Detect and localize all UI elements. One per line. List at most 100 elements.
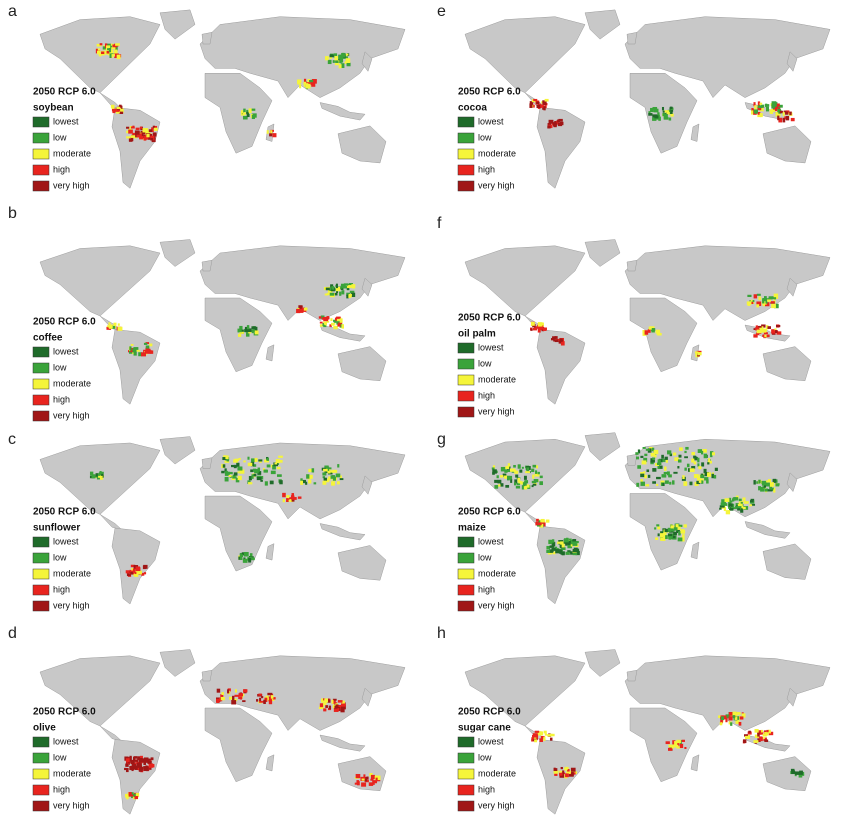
hotspot xyxy=(232,698,238,702)
hotspot xyxy=(551,547,556,551)
hotspot xyxy=(547,734,552,737)
hotspot xyxy=(340,54,345,58)
hotspot xyxy=(335,473,341,478)
hotspot xyxy=(761,328,767,333)
legend-swatch xyxy=(457,406,475,418)
hotspot xyxy=(370,774,375,780)
legend-swatch xyxy=(32,584,50,596)
hotspot xyxy=(674,741,678,746)
hotspot xyxy=(228,474,232,477)
hotspot xyxy=(785,111,789,115)
hotspot xyxy=(322,476,326,479)
hotspot xyxy=(711,452,715,456)
hotspot xyxy=(336,318,341,322)
hotspot xyxy=(665,458,668,463)
legend-label: very high xyxy=(53,800,90,810)
hotspot xyxy=(301,479,307,484)
hotspot xyxy=(546,545,551,550)
legend-label: high xyxy=(53,784,70,794)
hotspot xyxy=(329,287,332,292)
hotspot xyxy=(254,326,258,332)
hotspot xyxy=(544,733,547,736)
hotspot xyxy=(666,471,670,476)
hotspot xyxy=(130,571,134,575)
hotspot xyxy=(719,507,722,510)
hotspot xyxy=(764,334,769,338)
hotspot xyxy=(133,759,139,762)
hotspot xyxy=(224,468,227,472)
hotspot xyxy=(332,698,337,701)
hotspot xyxy=(332,476,336,481)
hotspot xyxy=(771,329,776,334)
hotspot xyxy=(337,323,341,327)
hotspot xyxy=(130,343,134,346)
hotspot xyxy=(246,111,249,115)
hotspot xyxy=(115,46,118,51)
hotspot xyxy=(500,475,504,478)
hotspot xyxy=(333,320,337,323)
hotspot xyxy=(682,475,685,480)
hotspot xyxy=(224,460,230,463)
hotspot xyxy=(652,457,656,460)
hotspot xyxy=(95,48,98,54)
hotspot xyxy=(669,453,673,457)
hotspot xyxy=(125,763,129,766)
hotspot xyxy=(266,130,269,134)
hotspot xyxy=(651,328,655,333)
hotspot xyxy=(346,288,350,291)
legend-swatch xyxy=(457,784,475,796)
hotspot xyxy=(338,64,342,69)
hotspot xyxy=(323,468,328,472)
legend-label: low xyxy=(478,132,492,142)
legend-swatch xyxy=(457,358,475,370)
hotspot xyxy=(139,763,142,768)
legend-swatch xyxy=(457,536,475,548)
hotspot xyxy=(757,112,761,115)
hotspot xyxy=(707,462,710,465)
hotspot xyxy=(151,127,154,133)
hotspot xyxy=(570,551,575,555)
hotspot xyxy=(769,109,774,114)
hotspot xyxy=(684,746,687,750)
hotspot xyxy=(657,112,660,116)
hotspot xyxy=(740,508,744,513)
hotspot xyxy=(332,704,336,709)
hotspot xyxy=(126,130,129,134)
hotspot xyxy=(526,467,530,472)
hotspot xyxy=(128,794,134,797)
land xyxy=(464,649,831,815)
hotspot xyxy=(331,322,336,325)
hotspot xyxy=(670,525,675,530)
hotspot xyxy=(671,537,677,540)
hotspot xyxy=(136,133,142,138)
panel: g 2050 RCP 6.0 maize lowest low moderate high v… xyxy=(437,431,831,612)
hotspot xyxy=(757,105,763,109)
hotspot xyxy=(663,471,668,475)
legend-label: lowest xyxy=(478,342,504,352)
legend-swatch xyxy=(457,132,475,144)
hotspot xyxy=(323,325,327,328)
hotspot xyxy=(664,466,667,471)
hotspot xyxy=(368,782,374,786)
hotspot xyxy=(334,707,340,711)
hotspot xyxy=(125,570,129,574)
hotspot xyxy=(768,731,774,736)
hotspot xyxy=(664,528,669,533)
hotspot xyxy=(725,714,731,719)
hotspot xyxy=(250,469,254,473)
hotspot xyxy=(282,492,286,498)
hotspot xyxy=(98,53,102,57)
hotspot xyxy=(534,730,540,733)
hotspot xyxy=(662,482,665,486)
hotspot xyxy=(531,468,535,473)
hotspot xyxy=(567,544,573,549)
panel-letter: h xyxy=(437,625,446,642)
hotspot xyxy=(687,468,692,472)
hotspot xyxy=(568,538,572,543)
hotspot xyxy=(531,485,534,488)
hotspot xyxy=(306,82,311,85)
legend-swatch xyxy=(457,768,475,780)
hotspot xyxy=(342,286,348,289)
hotspot xyxy=(116,106,120,110)
hotspot xyxy=(557,541,562,544)
